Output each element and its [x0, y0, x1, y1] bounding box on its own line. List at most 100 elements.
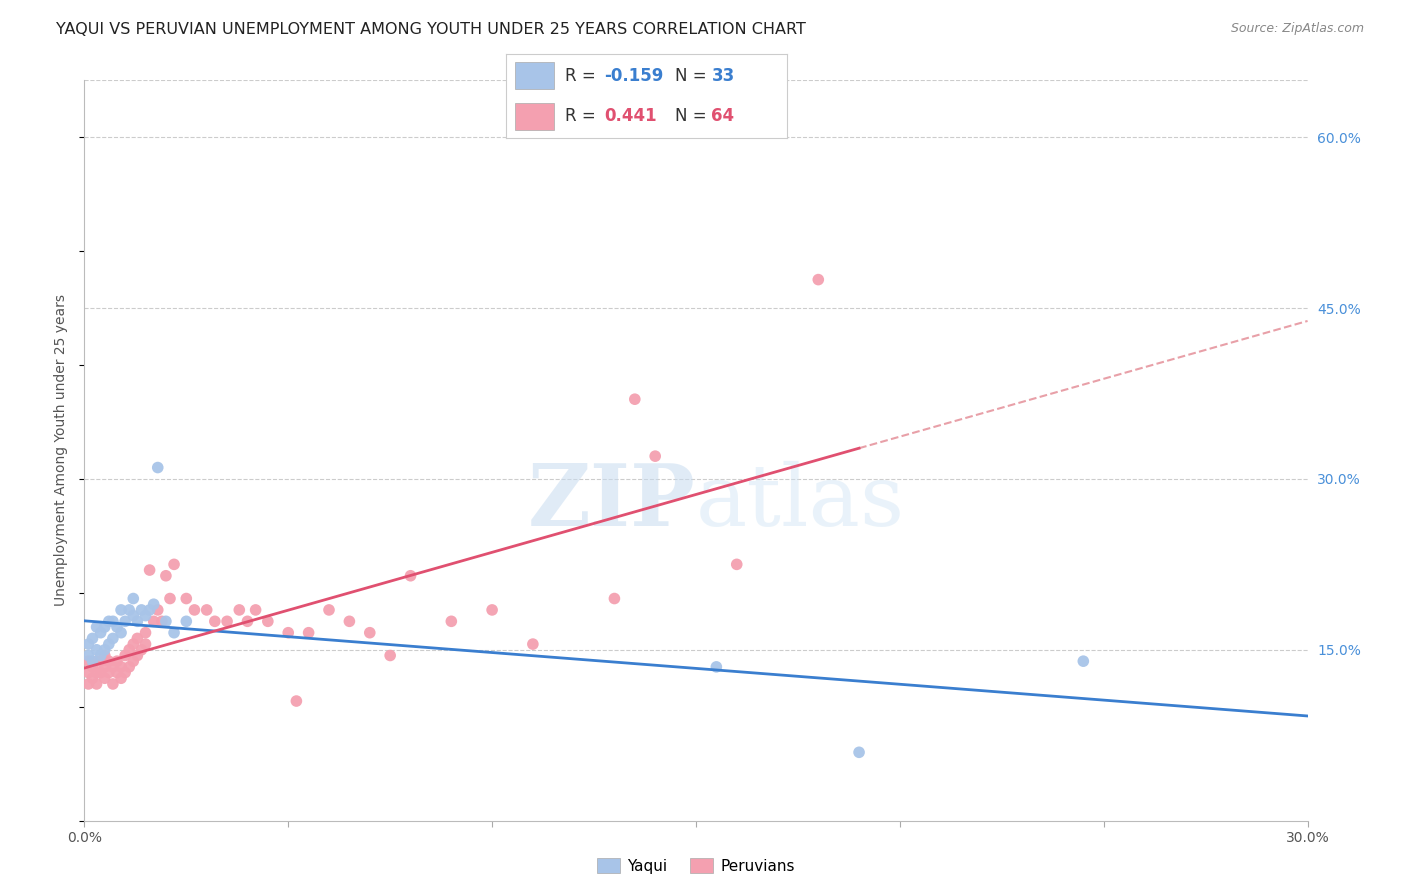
Point — [285, 694, 308, 708]
Point — [138, 563, 160, 577]
Point — [82, 671, 104, 685]
Point — [174, 615, 197, 629]
Point — [97, 637, 120, 651]
Point — [135, 625, 157, 640]
Point — [159, 591, 181, 606]
Point — [522, 637, 544, 651]
FancyBboxPatch shape — [515, 103, 554, 130]
Point — [77, 637, 100, 651]
Point — [82, 632, 104, 646]
Point — [90, 648, 112, 663]
Text: atlas: atlas — [696, 460, 905, 544]
Point — [155, 615, 177, 629]
Point — [105, 620, 128, 634]
Point — [131, 642, 153, 657]
Point — [122, 591, 145, 606]
FancyBboxPatch shape — [515, 62, 554, 89]
Point — [228, 603, 250, 617]
Text: 64: 64 — [711, 107, 734, 125]
Text: 0.441: 0.441 — [605, 107, 657, 125]
Point — [127, 632, 149, 646]
Point — [399, 568, 422, 582]
Point — [90, 625, 112, 640]
Text: R =: R = — [565, 67, 602, 85]
Point — [90, 665, 112, 680]
Point — [110, 660, 132, 674]
Point — [105, 665, 128, 680]
Point — [122, 608, 145, 623]
Point — [93, 620, 115, 634]
Point — [77, 665, 100, 680]
Text: Source: ZipAtlas.com: Source: ZipAtlas.com — [1230, 22, 1364, 36]
Point — [146, 460, 169, 475]
Point — [848, 745, 870, 759]
Point — [118, 642, 141, 657]
Point — [114, 665, 136, 680]
Point — [127, 648, 149, 663]
Point — [135, 608, 157, 623]
Text: YAQUI VS PERUVIAN UNEMPLOYMENT AMONG YOUTH UNDER 25 YEARS CORRELATION CHART: YAQUI VS PERUVIAN UNEMPLOYMENT AMONG YOU… — [56, 22, 806, 37]
Text: N =: N = — [675, 107, 711, 125]
Point — [110, 671, 132, 685]
Point — [163, 625, 186, 640]
Point — [359, 625, 381, 640]
Point — [114, 615, 136, 629]
Y-axis label: Unemployment Among Youth under 25 years: Unemployment Among Youth under 25 years — [55, 294, 69, 607]
Point — [807, 272, 830, 286]
Point — [122, 654, 145, 668]
Point — [118, 603, 141, 617]
Point — [138, 603, 160, 617]
Point — [105, 654, 128, 668]
Legend: Yaqui, Peruvians: Yaqui, Peruvians — [591, 852, 801, 880]
Point — [101, 660, 124, 674]
Point — [155, 568, 177, 582]
Point — [93, 671, 115, 685]
Point — [277, 625, 299, 640]
Point — [82, 654, 104, 668]
Point — [174, 591, 197, 606]
Point — [122, 637, 145, 651]
Point — [706, 660, 728, 674]
Point — [236, 615, 259, 629]
Point — [142, 615, 165, 629]
Point — [86, 620, 108, 634]
Text: -0.159: -0.159 — [605, 67, 664, 85]
Text: ZIP: ZIP — [529, 460, 696, 544]
Point — [127, 615, 149, 629]
Point — [114, 648, 136, 663]
Point — [725, 558, 748, 572]
Point — [131, 603, 153, 617]
Point — [86, 642, 108, 657]
Point — [318, 603, 340, 617]
Point — [93, 648, 115, 663]
Text: R =: R = — [565, 107, 606, 125]
Text: 33: 33 — [711, 67, 735, 85]
Point — [77, 677, 100, 691]
Point — [245, 603, 267, 617]
Point — [77, 648, 100, 663]
Text: N =: N = — [675, 67, 711, 85]
Point — [163, 558, 186, 572]
Point — [183, 603, 205, 617]
Point — [101, 677, 124, 691]
Point — [135, 637, 157, 651]
Point — [93, 642, 115, 657]
Point — [142, 597, 165, 611]
Point — [118, 660, 141, 674]
Point — [217, 615, 239, 629]
Point — [481, 603, 503, 617]
Point — [1073, 654, 1095, 668]
Point — [97, 615, 120, 629]
Point — [90, 654, 112, 668]
Point — [339, 615, 361, 629]
Point — [257, 615, 280, 629]
Point — [624, 392, 647, 407]
Point — [82, 660, 104, 674]
Point — [603, 591, 626, 606]
Point — [380, 648, 402, 663]
Point — [97, 665, 120, 680]
Point — [146, 603, 169, 617]
Point — [440, 615, 463, 629]
Point — [93, 660, 115, 674]
Point — [110, 625, 132, 640]
